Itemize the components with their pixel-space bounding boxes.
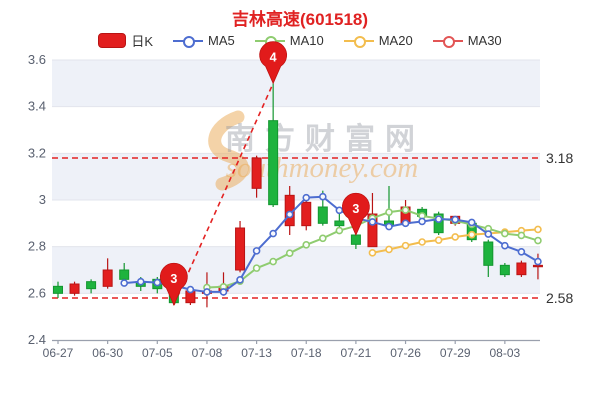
x-axis-label: 07-21 bbox=[341, 346, 372, 360]
candle-08-03 bbox=[499, 264, 510, 276]
watermark-swoosh-icon bbox=[208, 110, 249, 191]
pin-marker-label: 4 bbox=[270, 50, 277, 64]
ma20-line bbox=[368, 225, 542, 257]
y-axis-label: 3.6 bbox=[28, 52, 46, 67]
candle-07-01 bbox=[119, 269, 130, 280]
legend-item-ma20: MA20 bbox=[343, 33, 413, 48]
legend-label: MA10 bbox=[289, 33, 324, 48]
candle-07-20 bbox=[334, 220, 345, 227]
candle-07-13 bbox=[251, 157, 262, 189]
legend-label: MA30 bbox=[467, 33, 502, 48]
pin-marker-icon bbox=[160, 262, 188, 306]
x-axis-label: 07-13 bbox=[241, 346, 272, 360]
x-axis-label: 07-05 bbox=[142, 346, 173, 360]
watermark-cn: 南方财富网 bbox=[225, 122, 425, 156]
legend-item-ma5: MA5 bbox=[173, 33, 235, 48]
event-pins: 3 4 3 bbox=[160, 41, 370, 306]
x-axis-label: 07-08 bbox=[192, 346, 223, 360]
legend-item-ma30: MA30 bbox=[432, 33, 502, 48]
reference-lines: 3.18 2.58 bbox=[52, 150, 573, 306]
ma30-line-icon bbox=[432, 35, 463, 48]
candle-07-18 bbox=[301, 201, 312, 227]
candle-07-28 bbox=[433, 213, 444, 234]
candle-08-04 bbox=[516, 262, 527, 276]
pin-marker-icon bbox=[259, 41, 287, 85]
ma5-line-icon bbox=[173, 35, 204, 48]
y-axis-label: 3 bbox=[39, 192, 46, 207]
x-axis-label: 07-26 bbox=[390, 346, 421, 360]
y-axis-label: 2.6 bbox=[28, 285, 46, 300]
marker-connector-line bbox=[173, 83, 274, 306]
x-axis-label: 06-27 bbox=[43, 346, 74, 360]
candle-06-29 bbox=[86, 281, 97, 290]
y-axis-label: 2.4 bbox=[28, 332, 46, 347]
candle-07-21 bbox=[350, 234, 361, 245]
candle-08-02 bbox=[483, 241, 494, 266]
pin-marker-label: 3 bbox=[352, 202, 359, 216]
candle-06-30 bbox=[102, 269, 113, 287]
x-axis-label: 07-18 bbox=[291, 346, 322, 360]
y-axis-label: 3.4 bbox=[28, 99, 46, 114]
plot-bands bbox=[52, 60, 540, 294]
candle-07-14 bbox=[268, 120, 279, 206]
x-axis-label: 08-03 bbox=[489, 346, 520, 360]
candle-07-19 bbox=[317, 206, 328, 224]
candlestick-legend-icon bbox=[98, 33, 127, 48]
reference-price-label: 2.58 bbox=[546, 290, 573, 306]
candle-07-12 bbox=[235, 227, 246, 271]
x-axis-label: 06-30 bbox=[92, 346, 123, 360]
pin-marker-icon bbox=[342, 192, 370, 236]
candle-06-28 bbox=[69, 283, 80, 294]
reference-price-label: 3.18 bbox=[546, 150, 573, 166]
grid-and-axes: 2.4 2.6 2.8 3 3.2 3.4 3.6 06-27 06-30 07-05 07-08 0… bbox=[28, 52, 540, 360]
legend-label: MA5 bbox=[208, 33, 235, 48]
legend-label: MA20 bbox=[378, 33, 413, 48]
candle-06-27 bbox=[53, 285, 63, 294]
legend-item-日k: 日K bbox=[98, 31, 153, 50]
pin-marker-label: 3 bbox=[170, 272, 177, 286]
legend-label: 日K bbox=[131, 34, 154, 49]
candle-08-05 bbox=[532, 264, 543, 268]
ma20-line-icon bbox=[343, 35, 374, 48]
y-axis-label: 2.8 bbox=[28, 239, 46, 254]
y-axis-label: 3.2 bbox=[28, 145, 46, 160]
chart-title: 吉林高速(601518) bbox=[231, 10, 369, 29]
x-axis-label: 07-29 bbox=[440, 346, 471, 360]
candle-07-22 bbox=[367, 213, 378, 248]
